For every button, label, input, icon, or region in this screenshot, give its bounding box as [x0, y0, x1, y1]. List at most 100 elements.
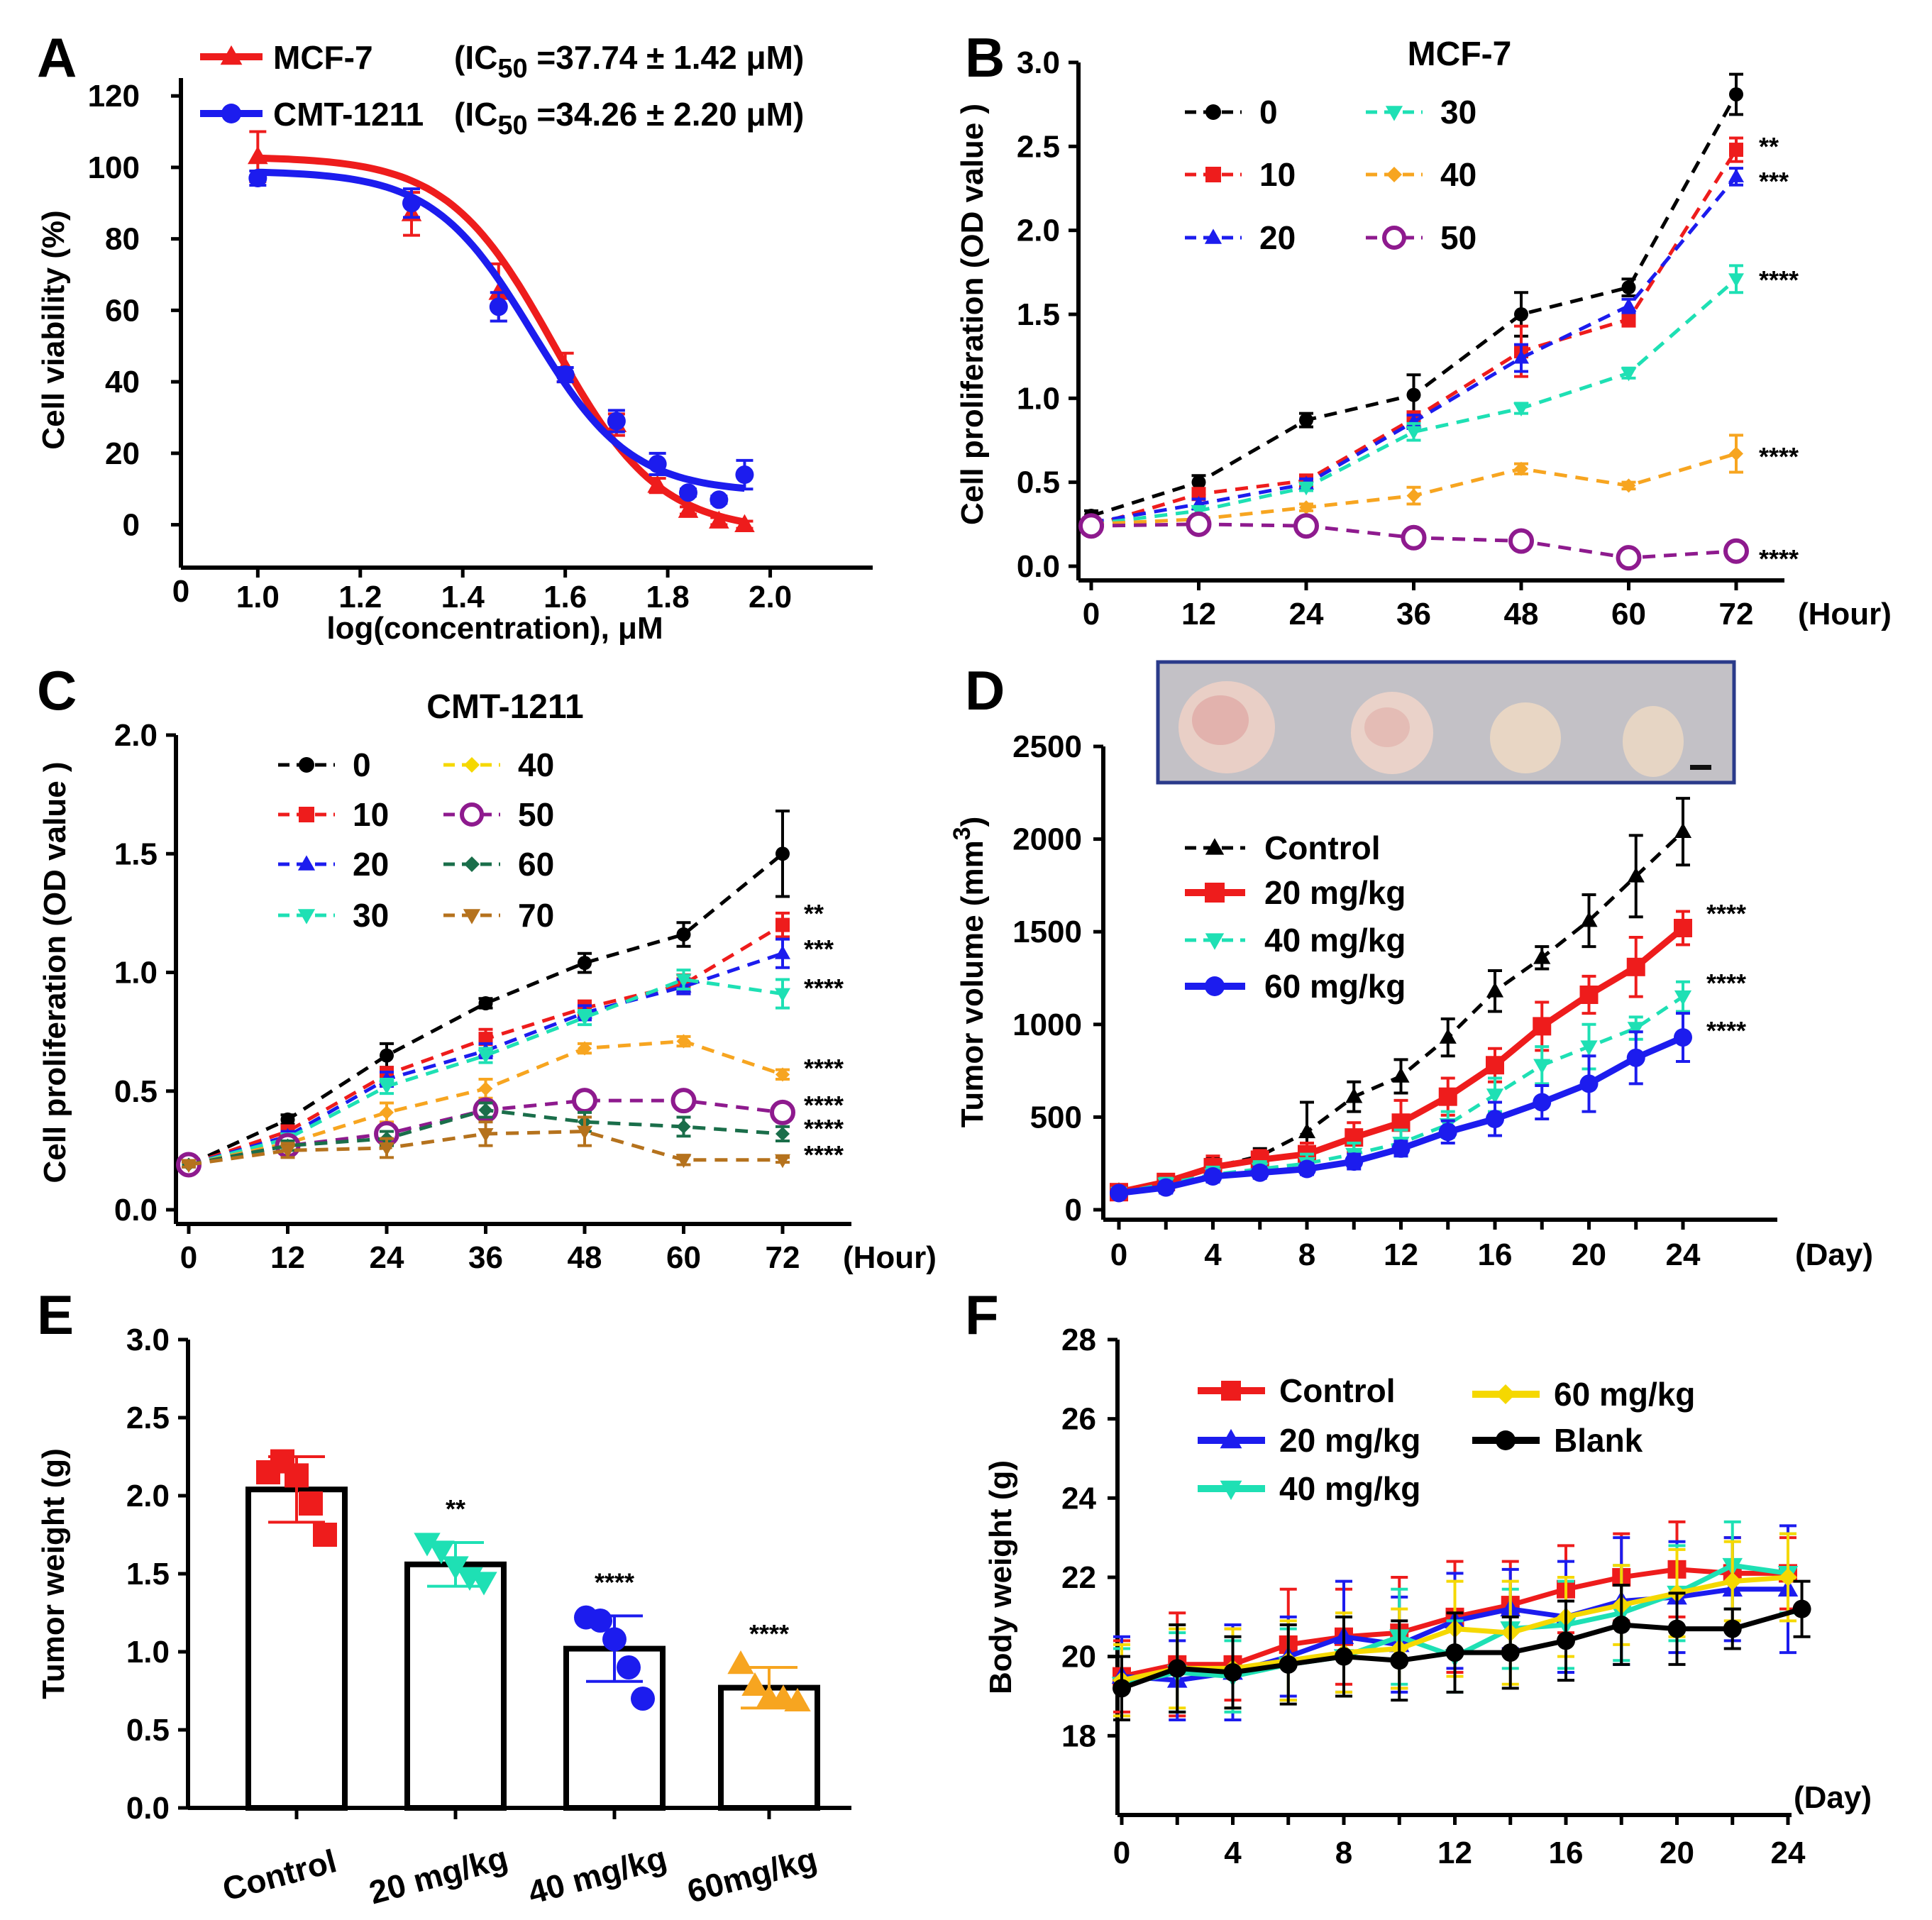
data-point [1486, 1110, 1504, 1129]
y-axis-label: Tumor volume (mm3) [949, 817, 990, 1128]
x-tick-label: 1.2 [338, 580, 382, 614]
legend-label: 20 [1259, 219, 1296, 256]
legend-ic50: (IC50 =34.26 ± 2.20 μM) [454, 96, 804, 140]
x-tick-label: 0 [1083, 597, 1100, 631]
y-tick-label: 100 [88, 150, 140, 185]
x-axis-label: log(concentration), μM [326, 611, 663, 646]
data-point [1186, 511, 1212, 537]
tumor-2-shade [1364, 707, 1410, 747]
x-tick-label: 1.4 [441, 580, 485, 614]
y-tick-label: 1500 [1012, 915, 1082, 949]
data-point [1299, 413, 1313, 428]
legend-label: 40 mg/kg [1264, 922, 1406, 959]
data-point [1513, 402, 1529, 417]
data-point [1728, 168, 1744, 182]
legend-marker [1386, 167, 1402, 182]
data-point [775, 988, 790, 1003]
data-point [1728, 273, 1744, 287]
significance-mark: **** [1759, 442, 1799, 471]
legend-label: 70 [518, 897, 554, 934]
data-point [489, 297, 508, 316]
significance-mark: ** [1759, 132, 1779, 161]
panel-label-d: D [965, 659, 1005, 722]
legend-marker [1496, 1430, 1516, 1450]
data-point [577, 1125, 592, 1140]
data-point [1729, 446, 1743, 461]
data-point [1626, 957, 1645, 976]
data-point [1345, 1152, 1364, 1171]
scatter-point [414, 1533, 441, 1557]
panel-label-e: E [37, 1284, 74, 1346]
data-point [488, 282, 509, 300]
data-point [380, 1048, 394, 1063]
data-point [710, 490, 729, 509]
data-point [1674, 822, 1692, 838]
data-point [735, 465, 754, 485]
data-point [1627, 867, 1645, 883]
legend-marker [1204, 228, 1222, 244]
y-tick-label: 2.0 [114, 718, 158, 753]
data-point [556, 365, 575, 385]
significance-mark: **** [804, 1054, 844, 1083]
legend-marker [460, 802, 484, 827]
data-point [1626, 1048, 1645, 1067]
data-point [1298, 1122, 1316, 1139]
significance-mark: **** [1706, 899, 1746, 928]
y-tick-label: 26 [1061, 1402, 1096, 1437]
y-tick-label: 1.5 [1017, 297, 1060, 332]
data-point [770, 1099, 795, 1125]
data-point [478, 1049, 494, 1064]
x-tick-label: 12 [1437, 1836, 1472, 1870]
panel-f: 18 20 22 24 26 28 0 4 8 12 16 20 24 (Day) Body weight … [983, 1323, 1872, 1870]
data-point [1674, 918, 1692, 937]
panel-label-c: C [37, 659, 77, 722]
data-point [1293, 513, 1319, 539]
legend-marker [464, 757, 480, 773]
data-point [1501, 1643, 1520, 1662]
y-tick-label: 2000 [1012, 822, 1082, 857]
legend-label: 50 [518, 796, 554, 833]
data-point [1406, 488, 1421, 503]
data-point [1279, 1655, 1298, 1674]
panel-c: 0.0 0.5 1.0 1.5 2.0 0 12 24 36 48 60 72 (Hour) Cell p… [38, 688, 937, 1275]
data-point [1168, 1659, 1187, 1678]
y-tick-label: 120 [88, 79, 140, 114]
x-tick-label: 4 [1204, 1237, 1222, 1272]
data-point [679, 483, 697, 502]
data-point [1621, 478, 1636, 493]
data-point [1445, 1643, 1464, 1662]
legend-marker [220, 45, 243, 65]
x-tick-label: 12 [1181, 597, 1216, 631]
data-point [775, 1126, 790, 1141]
data-point [379, 1142, 394, 1157]
data-point [1667, 1619, 1687, 1638]
data-point [676, 927, 691, 942]
tumor-1 [1178, 681, 1275, 773]
data-point [1612, 1616, 1631, 1634]
legend-label: 0 [353, 746, 371, 783]
x-tick-label: 36 [1396, 597, 1431, 631]
data-point [1621, 312, 1636, 327]
y-tick-label: 40 [105, 365, 140, 399]
tumor-2 [1351, 692, 1433, 774]
legend-label: 10 [353, 796, 389, 833]
legend-marker [297, 855, 316, 871]
significance-mark: **** [804, 973, 844, 1003]
x-tick-label: 4 [1224, 1836, 1242, 1870]
y-tick-label: 1.0 [114, 956, 158, 991]
scatter-point [588, 1609, 612, 1633]
data-point [1191, 487, 1206, 502]
x-axis-label: (Day) [1794, 1780, 1872, 1815]
y-tick-label: 0.0 [114, 1193, 158, 1227]
data-point [1579, 1074, 1599, 1093]
data-point [1533, 1093, 1552, 1112]
x-tick-label: 1.8 [646, 580, 690, 614]
legend-ic50: (IC50 =37.74 ± 1.42 μM) [454, 39, 804, 84]
y-axis-label: Cell proliferation (OD value ) [955, 104, 990, 525]
y-tick-label: 20 [1061, 1640, 1096, 1675]
significance-mark: **** [595, 1567, 634, 1596]
significance-mark: **** [804, 1140, 844, 1169]
data-point [1223, 1663, 1242, 1682]
data-point [1406, 426, 1422, 441]
